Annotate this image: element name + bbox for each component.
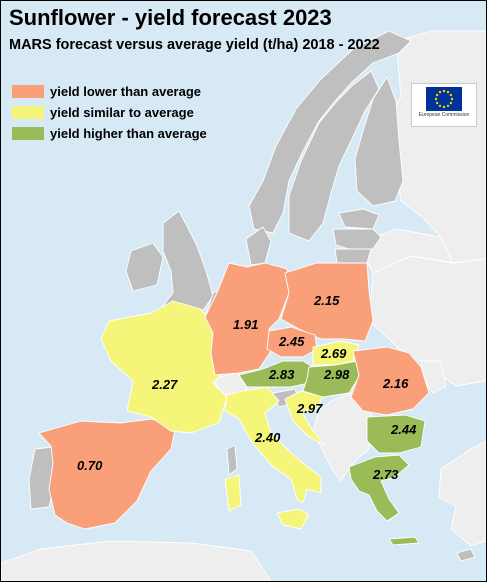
country-czechia [266, 326, 318, 358]
legend: yield lower than average yield similar t… [12, 81, 207, 144]
country-greece [348, 454, 410, 522]
land-finland [354, 76, 404, 207]
legend-item-lower: yield lower than average [12, 81, 207, 102]
value-germany: 1.91 [233, 317, 258, 332]
land-corsica [226, 444, 238, 476]
value-bulgaria: 2.44 [390, 422, 417, 437]
land-norway [248, 30, 412, 234]
value-romania: 2.16 [382, 376, 409, 391]
logo-text: European Commission [418, 112, 470, 118]
legend-item-higher: yield higher than average [12, 123, 207, 144]
country-croatia [284, 390, 326, 446]
country-sicily [276, 508, 310, 530]
value-spain: 0.70 [77, 458, 103, 473]
land-turkey [438, 440, 486, 547]
value-italy: 2.40 [254, 430, 281, 445]
value-greece: 2.73 [372, 467, 399, 482]
land-africa [1, 540, 272, 581]
country-bulgaria [366, 414, 426, 454]
map-subtitle: MARS forecast versus average yield (t/ha… [9, 37, 380, 53]
legend-item-similar: yield similar to average [12, 102, 207, 123]
value-slovakia: 2.69 [320, 346, 347, 361]
value-poland: 2.15 [313, 293, 340, 308]
value-france: 2.27 [151, 377, 178, 392]
value-croatia: 2.97 [296, 401, 323, 416]
land-cyprus [456, 548, 476, 562]
land-estonia [338, 208, 380, 230]
legend-swatch-higher [12, 127, 44, 140]
land-denmark [245, 226, 272, 266]
map-title: Sunflower - yield forecast 2023 [9, 5, 332, 30]
value-hungary: 2.98 [323, 367, 350, 382]
eu-flag-icon [426, 87, 462, 111]
land-ireland [125, 242, 164, 292]
country-france [100, 300, 228, 434]
value-austria: 2.83 [268, 367, 295, 382]
legend-swatch-similar [12, 106, 44, 119]
legend-swatch-lower [12, 85, 44, 98]
legend-label-lower: yield lower than average [50, 84, 202, 99]
legend-label-higher: yield higher than average [50, 126, 207, 141]
country-spain [38, 418, 177, 530]
country-sardinia [224, 474, 242, 512]
country-romania [350, 346, 430, 416]
country-poland [280, 262, 374, 342]
legend-label-similar: yield similar to average [50, 105, 194, 120]
value-czechia: 2.45 [278, 334, 305, 349]
country-italy [224, 386, 322, 504]
country-crete [388, 536, 420, 546]
land-latvia [332, 228, 382, 250]
country-slovakia [312, 340, 360, 366]
european-commission-logo: European Commission [411, 83, 477, 127]
country-hungary [302, 360, 360, 398]
